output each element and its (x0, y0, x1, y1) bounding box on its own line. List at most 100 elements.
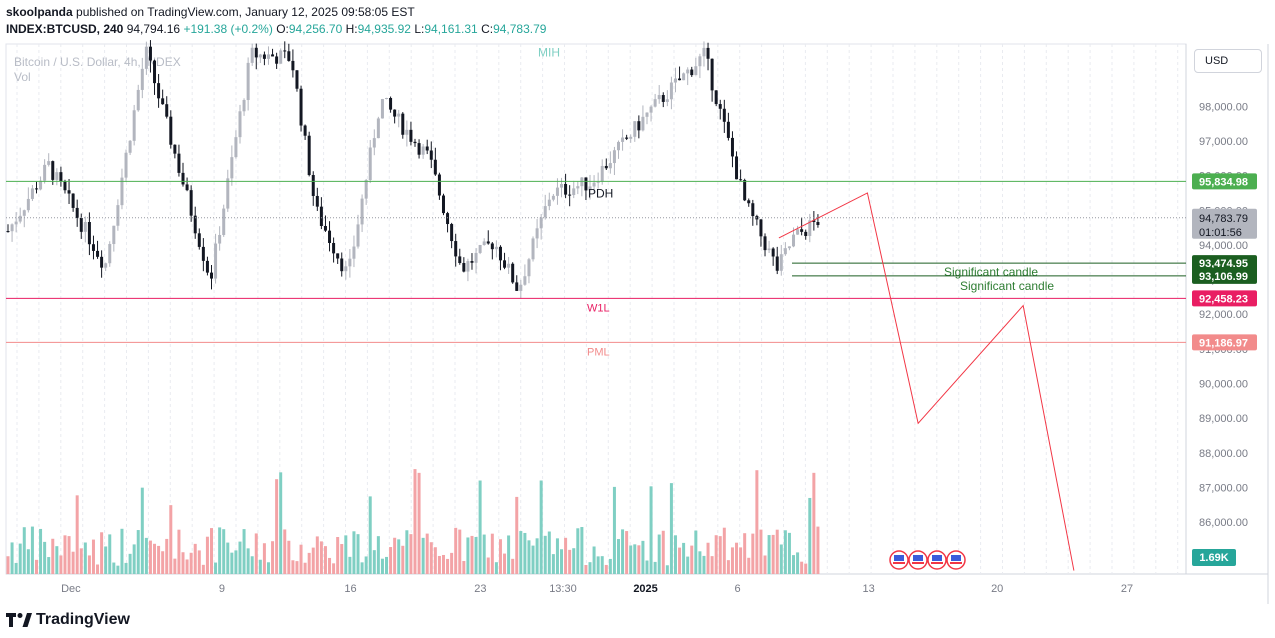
candle-body (804, 231, 808, 236)
volume-tag (1192, 549, 1236, 566)
volume-bar (767, 535, 771, 574)
candle-body (246, 62, 250, 101)
candle-body (743, 179, 747, 201)
volume-bar (6, 556, 10, 574)
candle-body (775, 256, 779, 271)
x-tick-label: 16 (344, 583, 356, 595)
volume-bar (702, 555, 706, 574)
currency-button[interactable]: USD (1194, 49, 1262, 73)
candle-body (323, 225, 327, 231)
footer: TradingView (6, 609, 130, 631)
candle-body (34, 188, 38, 190)
volume-bar (116, 565, 120, 574)
volume-bar (124, 562, 128, 574)
low-value: 94,161.31 (424, 22, 478, 36)
volume-bar (511, 558, 515, 574)
volume-bar (478, 480, 482, 574)
candle-body (490, 243, 494, 250)
volume-bar (665, 565, 669, 574)
volume-bar (266, 562, 270, 574)
candle-body (10, 224, 14, 232)
candle-body (218, 234, 222, 244)
volume-bar (519, 531, 523, 574)
open-label: O: (276, 22, 289, 36)
candle-body (112, 225, 116, 245)
candle-body (124, 152, 128, 178)
candle-body (641, 116, 645, 131)
volume-bar (128, 553, 132, 574)
candle-body (454, 241, 458, 257)
candle-body (271, 54, 275, 57)
candle-body (368, 147, 372, 181)
volume-bar (425, 533, 429, 574)
candle-body (148, 46, 152, 61)
volume-bar (572, 548, 576, 574)
candle-body (140, 68, 144, 90)
candle-body (55, 172, 59, 180)
volume-bar (189, 552, 193, 574)
candle-body (14, 221, 18, 225)
volume-bar (800, 561, 804, 574)
candle-body (433, 159, 437, 175)
candle-body (340, 258, 344, 272)
volume-bar (543, 535, 547, 574)
volume-bar (580, 527, 584, 574)
volume-bar (372, 550, 376, 574)
y-tick-label: 86,000.00 (1199, 517, 1248, 529)
high-label: H: (345, 22, 358, 36)
candle-body (474, 252, 478, 263)
volume-bar (747, 557, 751, 574)
candle-body (486, 241, 490, 244)
candle-body (417, 143, 421, 155)
candle-body (645, 112, 649, 117)
candle-body (303, 125, 307, 136)
author-name[interactable]: skoolpanda (6, 5, 73, 19)
candle-body (588, 186, 592, 191)
volume-bar (669, 483, 673, 574)
volume-bar (91, 539, 95, 574)
candle-body (543, 206, 547, 218)
candle-body (429, 150, 433, 160)
candle-body (360, 198, 364, 225)
candle-body (572, 188, 576, 196)
published-text: published on TradingView.com, January 12… (76, 5, 415, 19)
volume-bar (148, 540, 152, 574)
annotation-significant-candle-2: Significant candle (960, 279, 1054, 293)
candle-body (136, 89, 140, 111)
volume-bar (34, 559, 38, 574)
chart-legend-title: Bitcoin / U.S. Dollar, 4h, INDEX (14, 55, 181, 69)
candle-body (181, 172, 185, 185)
volume-bar (311, 547, 315, 574)
candle-body (421, 146, 425, 155)
candle-body (665, 99, 669, 102)
volume-bar (498, 539, 502, 574)
candle-body (307, 135, 311, 176)
candle-body (735, 156, 739, 180)
volume-bars (6, 469, 820, 574)
volume-bar (474, 536, 478, 574)
candle-body (661, 95, 665, 102)
candle-body (197, 233, 201, 247)
candle-body (222, 208, 226, 235)
candle-body (214, 243, 218, 279)
x-tick-label: 2025 (633, 583, 657, 595)
volume-bar (214, 562, 218, 574)
candle-body (816, 222, 820, 226)
volume-bar (698, 551, 702, 574)
candle-body (779, 254, 783, 271)
volume-bar (771, 534, 775, 574)
candle-body (425, 146, 429, 151)
footer-brand[interactable]: TradingView (36, 611, 130, 628)
candle-body (507, 263, 511, 268)
volume-bar (136, 530, 140, 574)
candle-body (372, 138, 376, 148)
price-tag-pml (1192, 334, 1257, 351)
volume-bar (197, 550, 201, 574)
candle-body (299, 88, 303, 126)
volume-bar (429, 542, 433, 574)
candle-body (718, 104, 722, 109)
candle-body (108, 244, 112, 264)
candle-body (161, 98, 165, 105)
volume-bar (340, 544, 344, 574)
